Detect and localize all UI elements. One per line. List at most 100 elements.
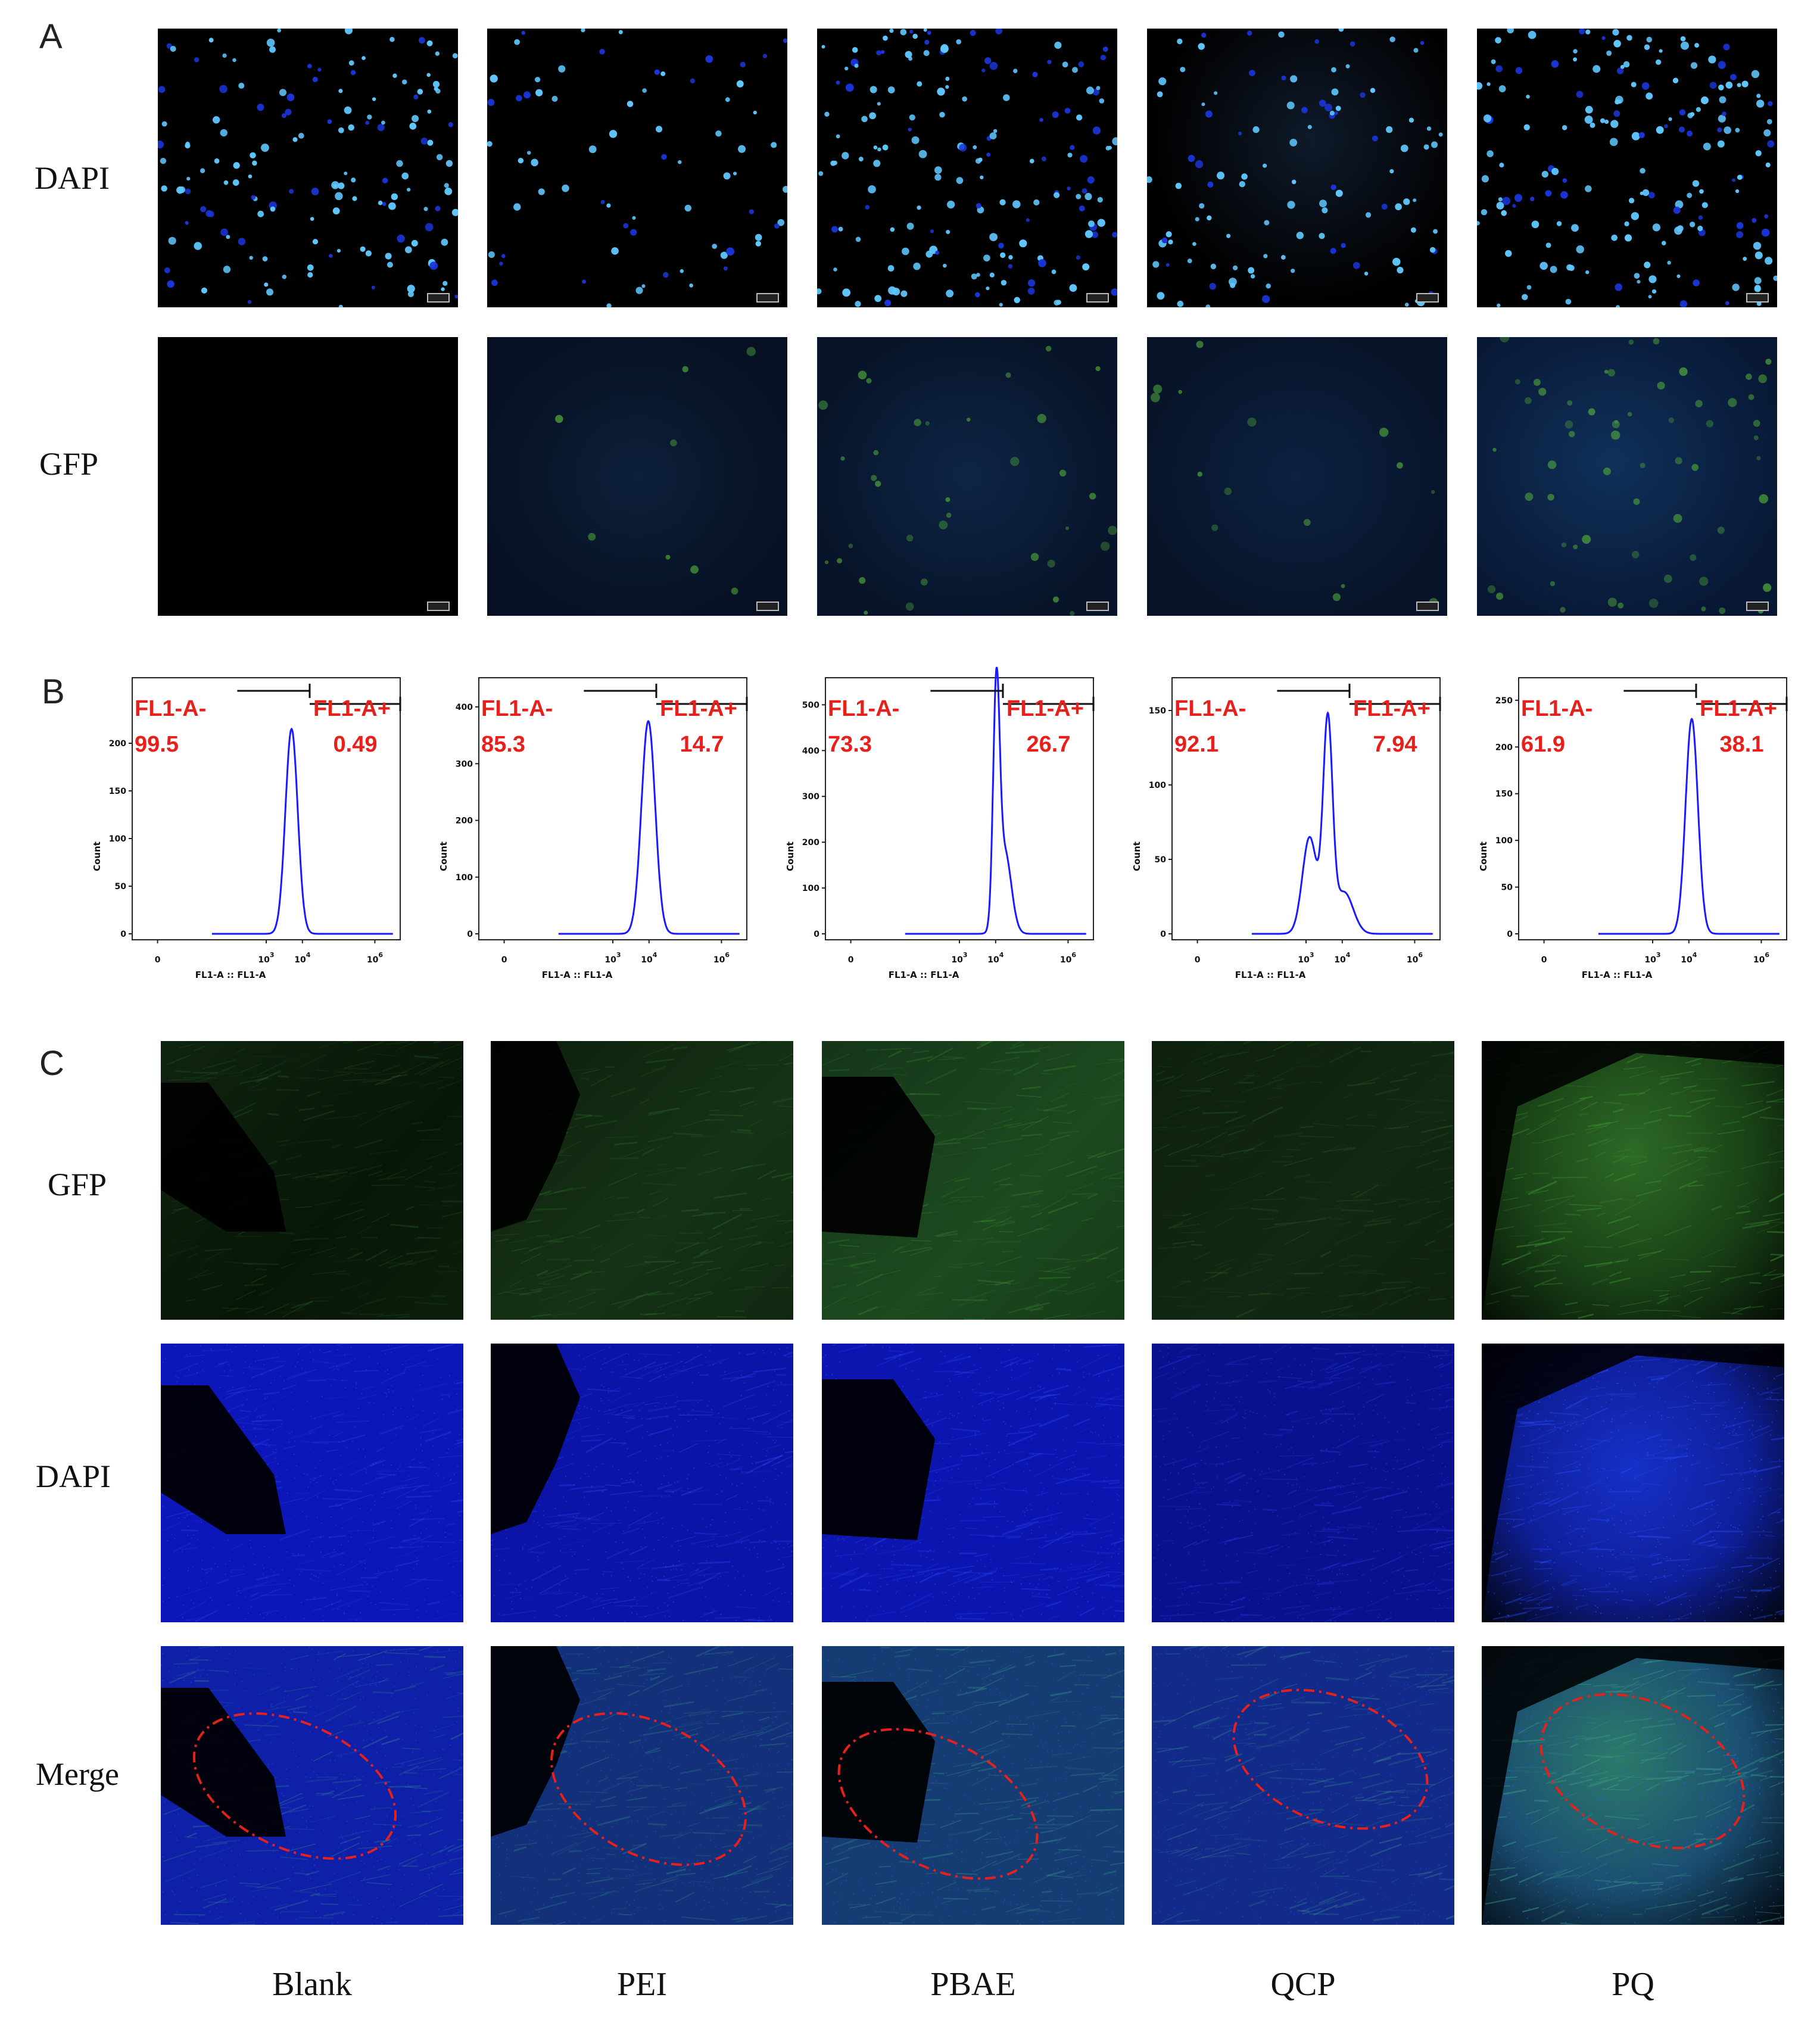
nucleus-dot [261,144,269,152]
nucleus-speck [535,1535,537,1537]
nucleus-speck [663,1602,666,1604]
nucleus-speck [204,1600,206,1602]
tissue-fiber [379,1425,404,1435]
nucleus-dot [1067,152,1073,158]
tissue-fiber [1297,1610,1317,1617]
nucleus-dot [1082,188,1087,194]
nucleus-dot [1491,59,1496,64]
nucleus-speck [322,1619,325,1622]
nucleus-speck [390,1464,392,1466]
tissue-fiber [1687,1158,1702,1167]
tissue-fiber [940,1199,961,1207]
tissue-fiber [331,1353,353,1357]
nucleus-dot [516,95,522,102]
tissue-fiber [370,1459,386,1467]
nucleus-speck [1322,1581,1323,1583]
tissue-fiber [1046,1394,1055,1397]
tissue-fiber [964,1101,996,1104]
tissue-fiber [1096,1148,1124,1158]
nucleus-speck [1450,1596,1452,1598]
tissue-fiber [1438,1124,1454,1129]
nucleus-speck [321,1395,323,1397]
nucleus-speck [1203,1560,1205,1562]
nucleus-speck [666,1416,668,1417]
nucleus-speck [255,1408,258,1410]
gfp-cell-dot [746,347,756,356]
nucleus-speck [585,1366,587,1368]
nucleus-dot [1319,200,1327,208]
tissue-fiber [1023,1604,1043,1611]
nucleus-speck [445,1452,448,1454]
nucleus-speck [322,1582,324,1584]
nucleus-speck [525,1588,527,1590]
nucleus-speck [214,1563,216,1565]
tissue-fiber [632,1402,646,1408]
nucleus-dot [995,29,1002,35]
tissue-fiber [1092,1364,1124,1376]
tissue-fiber [979,1209,1011,1223]
tissue-fiber [1630,1160,1648,1166]
nucleus-speck [655,1576,657,1578]
nucleus-speck [1210,1488,1212,1490]
y-tick-label: 300 [802,792,819,802]
tissue-fiber [203,1567,213,1571]
tissue-fiber [1395,1144,1425,1149]
tissue-fiber [1403,1071,1417,1078]
nucleus-dot [1766,119,1772,124]
nucleus-speck [1002,1407,1005,1409]
gfp-cell-dot [1610,430,1620,440]
nucleus-speck [678,1560,680,1562]
tissue-fiber [329,1584,364,1591]
tissue-fiber [1660,1071,1694,1078]
tissue-fiber [1396,1543,1428,1559]
nucleus-speck [340,1544,342,1546]
nucleus-dot [1325,104,1332,111]
tissue-fiber [1229,1157,1251,1160]
nucleus-dot [1717,140,1725,148]
nucleus-speck [925,1397,927,1399]
tissue-fiber [1761,1160,1784,1164]
nucleus-speck [661,1497,663,1498]
nucleus-speck [395,1427,397,1429]
gate-negative-value: 99.5 [135,732,179,757]
gfp-cell-dot [1607,369,1616,377]
nucleus-speck [644,1537,646,1538]
tissue-fiber [1575,1097,1589,1103]
tissue-fiber [1770,1308,1784,1310]
nucleus-speck [1020,1583,1023,1585]
nucleus-dot [1756,94,1761,98]
tissue-void [161,1385,286,1534]
nucleus-speck [927,1419,929,1421]
nucleus-speck [583,1406,585,1408]
tissue-fiber [1503,1204,1532,1211]
tissue-fiber [1009,1043,1025,1050]
nucleus-speck [1002,1575,1005,1576]
gfp-cell-dot [1525,397,1532,404]
histogram-line [905,666,1086,935]
nucleus-speck [1025,1487,1027,1489]
tissue-fiber [433,1612,459,1620]
nucleus-dot [753,110,757,115]
nucleus-speck [719,1361,722,1364]
tissue-fiber [699,1612,713,1618]
tissue-fiber [1687,1184,1703,1187]
tissue-fiber [920,1572,940,1583]
tissue-fiber [1172,1240,1195,1245]
nucleus-speck [791,1550,793,1553]
nucleus-speck [435,1472,437,1475]
tissue-fiber [361,1079,392,1083]
nucleus-speck [640,1572,641,1574]
tissue-fiber [275,1360,288,1363]
nucleus-speck [420,1444,422,1445]
nucleus-dot [535,89,543,96]
tissue-fiber [301,1441,329,1445]
nucleus-speck [578,1422,580,1424]
nucleus-dot [959,144,967,152]
tissue-fiber [754,1241,774,1244]
tissue-fiber [329,1360,353,1372]
tissue-fiber [1048,1161,1075,1171]
nucleus-speck [1217,1475,1218,1477]
nucleus-speck [974,1597,976,1600]
nucleus-dot [855,301,861,307]
tissue-fiber [1693,1149,1718,1152]
